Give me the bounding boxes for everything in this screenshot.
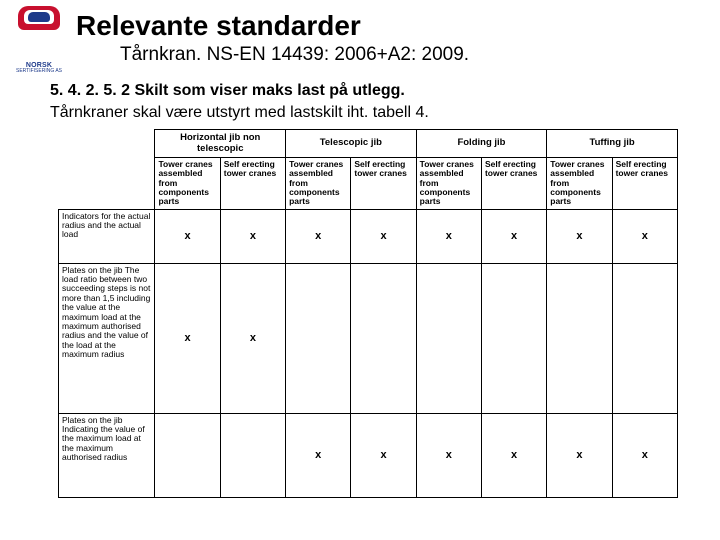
table-cell: x [286, 413, 351, 497]
page-title: Relevante standarder [76, 10, 710, 42]
logo-subtext: SERTIFISERING AS [10, 69, 68, 74]
table-cell: x [351, 413, 416, 497]
col-group-2: Folding jib [416, 130, 547, 158]
body-text: 5. 4. 2. 5. 2 Skilt som viser maks last … [50, 80, 680, 123]
table-cell [481, 263, 546, 413]
table-corner [59, 130, 155, 210]
table-cell: x [220, 209, 285, 263]
table-cell: x [220, 263, 285, 413]
table-cell: x [351, 209, 416, 263]
table-cell [612, 263, 677, 413]
table-cell: x [155, 263, 220, 413]
table-cell: x [481, 413, 546, 497]
sub-head: Tower cranes assembled from components p… [547, 158, 612, 210]
table-cell [351, 263, 416, 413]
table-cell: x [416, 209, 481, 263]
sub-head: Self erecting tower cranes [481, 158, 546, 210]
col-group-0: Horizontal jib non telescopic [155, 130, 286, 158]
sub-head: Tower cranes assembled from components p… [155, 158, 220, 210]
table-cell: x [155, 209, 220, 263]
page-subtitle: Tårnkran. NS-EN 14439: 2006+A2: 2009. [120, 44, 710, 66]
requirements-table: Horizontal jib non telescopic Telescopic… [58, 129, 678, 498]
table-cell [547, 263, 612, 413]
row-description: Indicators for the actual radius and the… [59, 209, 155, 263]
table-cell: x [286, 209, 351, 263]
slide-header: NORSK SERTIFISERING AS Relevante standar… [0, 0, 720, 66]
table-cell: x [547, 209, 612, 263]
sub-head: Self erecting tower cranes [351, 158, 416, 210]
body-line2: Tårnkraner skal være utstyrt med lastski… [50, 102, 680, 124]
row-description: Plates on the jib Indicating the value o… [59, 413, 155, 497]
table-cell: x [612, 413, 677, 497]
row-description: Plates on the jib The load ratio between… [59, 263, 155, 413]
table-cell [286, 263, 351, 413]
col-group-1: Telescopic jib [286, 130, 417, 158]
sub-head: Self erecting tower cranes [220, 158, 285, 210]
section-title: Skilt som viser maks last på utlegg. [135, 82, 405, 99]
sub-head: Tower cranes assembled from components p… [286, 158, 351, 210]
table-row: Plates on the jib The load ratio between… [59, 263, 678, 413]
table-cell: x [481, 209, 546, 263]
table-cell [155, 413, 220, 497]
section-number: 5. 4. 2. 5. 2 [50, 82, 135, 99]
table-cell: x [612, 209, 677, 263]
sub-head: Tower cranes assembled from components p… [416, 158, 481, 210]
table-row: Plates on the jib Indicating the value o… [59, 413, 678, 497]
table-cell: x [547, 413, 612, 497]
sub-head: Self erecting tower cranes [612, 158, 677, 210]
col-group-3: Tuffing jib [547, 130, 678, 158]
table-cell: x [416, 413, 481, 497]
logo: NORSK SERTIFISERING AS [10, 6, 68, 60]
table-cell [416, 263, 481, 413]
table-row: Indicators for the actual radius and the… [59, 209, 678, 263]
table-cell [220, 413, 285, 497]
